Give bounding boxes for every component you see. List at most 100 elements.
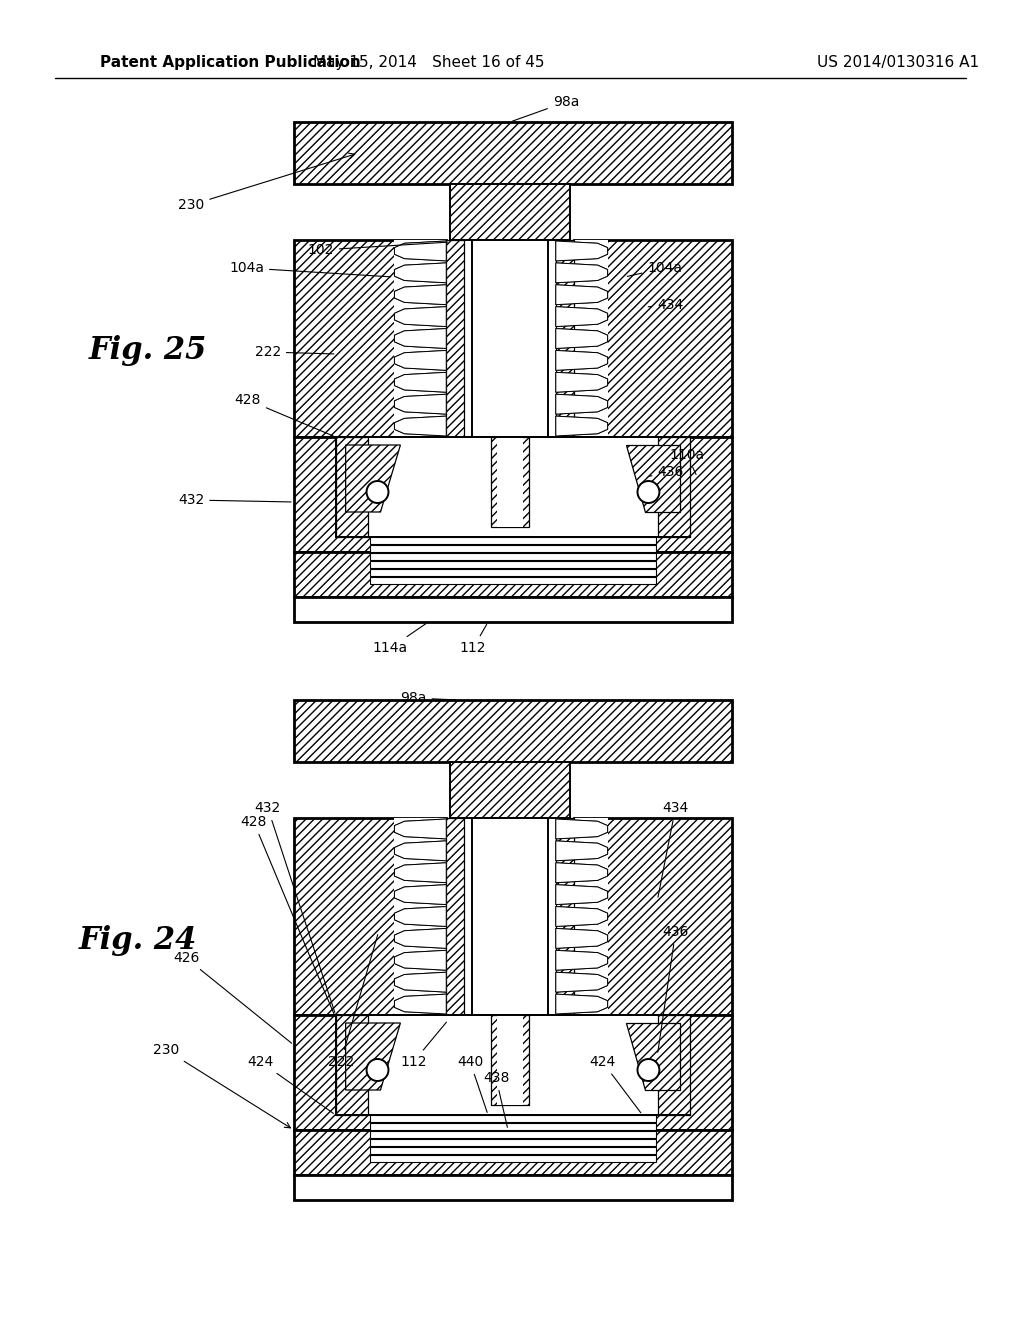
Polygon shape — [394, 350, 446, 371]
Polygon shape — [394, 263, 446, 282]
Text: 102: 102 — [307, 242, 447, 257]
Bar — [370, 1131, 656, 1138]
Polygon shape — [556, 884, 607, 904]
Text: 428: 428 — [234, 393, 333, 436]
Polygon shape — [394, 350, 446, 371]
Circle shape — [638, 1059, 659, 1081]
Polygon shape — [394, 263, 446, 282]
Bar — [573, 818, 732, 1015]
Polygon shape — [556, 350, 607, 371]
Polygon shape — [556, 306, 607, 326]
Bar — [294, 1015, 732, 1130]
Polygon shape — [394, 884, 446, 904]
Polygon shape — [556, 372, 607, 392]
Bar — [370, 1115, 656, 1122]
Polygon shape — [556, 416, 607, 436]
Bar — [370, 1155, 656, 1162]
Bar — [497, 1015, 523, 1105]
Bar — [451, 183, 569, 240]
Circle shape — [367, 1059, 388, 1081]
Polygon shape — [556, 950, 607, 970]
Bar — [497, 437, 523, 527]
Bar — [294, 818, 446, 1015]
Bar — [294, 437, 732, 552]
Bar — [370, 1147, 656, 1154]
Polygon shape — [394, 416, 446, 436]
Text: 98a: 98a — [400, 690, 456, 705]
Text: 428: 428 — [241, 814, 335, 1015]
Bar — [294, 1130, 732, 1175]
Text: 230: 230 — [153, 1043, 291, 1127]
Bar — [294, 121, 732, 183]
Polygon shape — [394, 863, 446, 883]
Polygon shape — [556, 395, 607, 414]
Polygon shape — [394, 950, 446, 970]
Polygon shape — [394, 907, 446, 927]
Polygon shape — [556, 416, 607, 436]
Polygon shape — [556, 242, 607, 261]
Polygon shape — [556, 818, 607, 1015]
Text: 432: 432 — [255, 801, 335, 1012]
Polygon shape — [394, 306, 446, 326]
Polygon shape — [394, 329, 446, 348]
Bar — [472, 818, 548, 1015]
Polygon shape — [394, 841, 446, 861]
Polygon shape — [556, 928, 607, 948]
Bar — [370, 569, 656, 576]
Text: 438: 438 — [483, 1071, 509, 1127]
Polygon shape — [346, 1023, 400, 1090]
Text: 436: 436 — [648, 465, 684, 479]
Text: 222: 222 — [255, 345, 334, 359]
Polygon shape — [394, 329, 446, 348]
Polygon shape — [394, 240, 446, 437]
Text: US 2014/0130316 A1: US 2014/0130316 A1 — [817, 54, 979, 70]
Polygon shape — [556, 841, 607, 861]
Polygon shape — [556, 329, 607, 348]
Text: 114a: 114a — [373, 623, 426, 655]
Polygon shape — [394, 863, 446, 883]
Polygon shape — [556, 242, 607, 261]
Bar — [556, 240, 573, 437]
Bar — [294, 1175, 732, 1200]
Bar — [370, 545, 656, 552]
Polygon shape — [346, 445, 400, 512]
Polygon shape — [556, 285, 607, 305]
Polygon shape — [394, 928, 446, 948]
Text: 434: 434 — [658, 801, 688, 898]
Polygon shape — [394, 416, 446, 436]
Polygon shape — [394, 950, 446, 970]
Bar — [446, 240, 464, 437]
Bar — [294, 700, 732, 762]
Polygon shape — [556, 350, 607, 371]
Polygon shape — [556, 994, 607, 1014]
Polygon shape — [626, 1023, 680, 1090]
Bar — [336, 437, 690, 537]
Polygon shape — [556, 907, 607, 927]
Polygon shape — [394, 306, 446, 326]
Text: 112: 112 — [460, 624, 486, 655]
Polygon shape — [394, 907, 446, 927]
Polygon shape — [394, 994, 446, 1014]
Polygon shape — [394, 994, 446, 1014]
Text: 112: 112 — [400, 1022, 446, 1069]
Polygon shape — [394, 884, 446, 904]
Polygon shape — [394, 928, 446, 948]
Text: 104a: 104a — [229, 261, 391, 277]
Bar — [556, 818, 573, 1015]
Polygon shape — [394, 285, 446, 305]
Bar — [658, 1015, 690, 1115]
Bar — [492, 437, 529, 527]
Text: 110a: 110a — [670, 447, 705, 474]
Polygon shape — [394, 372, 446, 392]
Circle shape — [367, 480, 388, 503]
Polygon shape — [394, 372, 446, 392]
Polygon shape — [556, 863, 607, 883]
Polygon shape — [556, 240, 607, 437]
Text: May 15, 2014 Sheet 16 of 45: May 15, 2014 Sheet 16 of 45 — [312, 54, 544, 70]
Polygon shape — [394, 818, 446, 840]
Polygon shape — [556, 928, 607, 948]
Polygon shape — [394, 242, 446, 261]
Bar — [472, 240, 548, 437]
Text: 230: 230 — [178, 153, 354, 213]
Polygon shape — [556, 950, 607, 970]
